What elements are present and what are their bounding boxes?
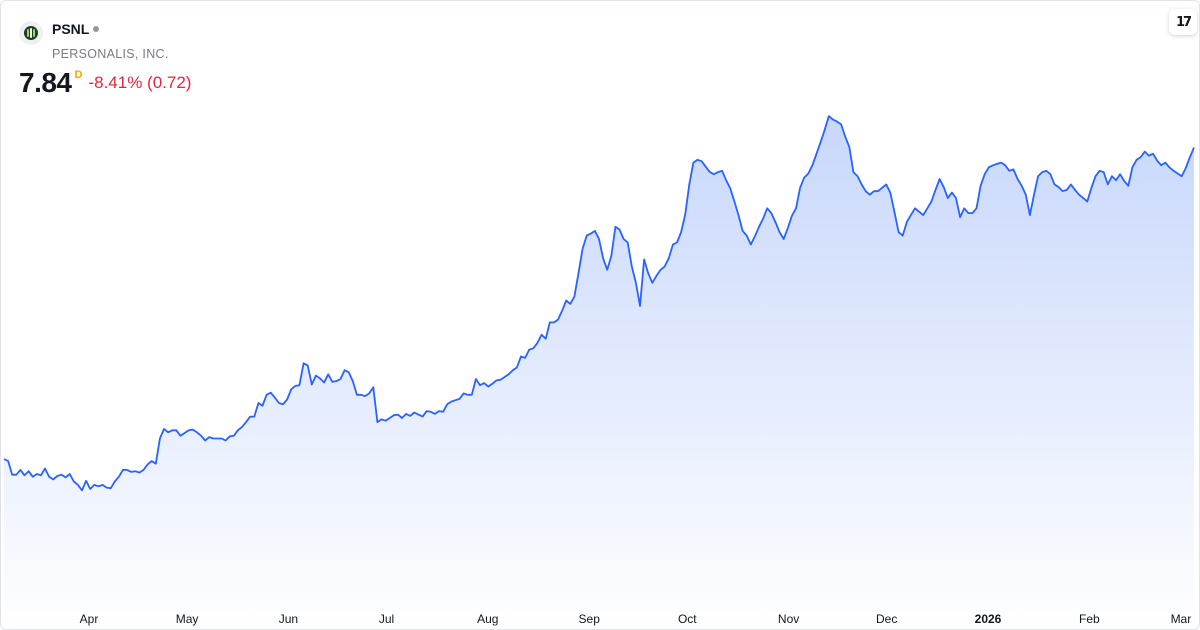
market-status-dot [93,26,100,32]
company-name: PERSONALIS, INC. [52,47,169,61]
last-price: 7.84 [19,67,72,98]
interval-flag: D [74,69,83,81]
x-tick-label: Oct [678,612,697,626]
tradingview-logo-icon[interactable]: 17 [1169,9,1197,35]
symbol-header: PSNL PERSONALIS, INC. 7.84 D -8.41% (0.7… [19,13,191,99]
x-axis: Apr May Jun Jul Aug Sep Oct Nov Dec 2026 Feb Mar [80,612,1192,626]
x-tick-label: Aug [477,612,498,626]
x-tick-label: 2026 [975,612,1002,626]
x-tick-label: Dec [876,612,897,626]
x-tick-label: Jul [379,612,394,626]
x-tick-label: May [176,612,199,626]
x-tick-label: Feb [1079,612,1100,626]
tradingview-logo-text: 17 [1175,14,1192,30]
x-tick-label: Sep [579,612,601,626]
price-area-fill [4,116,1194,629]
price-change: -8.41% (0.72) [88,73,192,92]
x-tick-label: Jun [279,612,298,626]
price-series-line [3,115,1195,492]
ticker-symbol[interactable]: PSNL [52,21,90,37]
x-tick-label: Apr [80,612,99,626]
x-tick-label: Nov [778,612,799,626]
personalis-logo-icon [19,21,43,45]
x-tick-label: Mar [1171,612,1192,626]
